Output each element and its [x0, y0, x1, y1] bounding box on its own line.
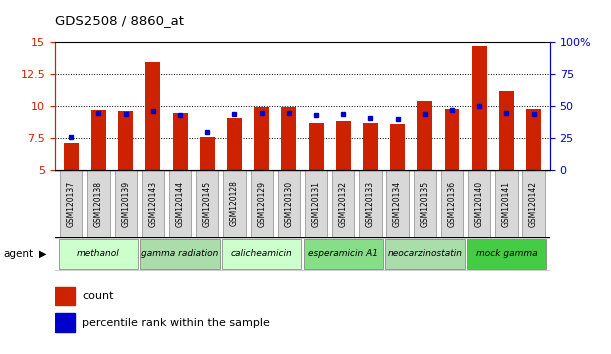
Text: GSM120145: GSM120145: [203, 181, 212, 227]
Text: GSM120139: GSM120139: [121, 181, 130, 227]
Text: ▶: ▶: [38, 249, 46, 259]
Bar: [91, 110, 106, 170]
Bar: [472, 46, 487, 170]
Text: GSM120137: GSM120137: [67, 181, 76, 227]
Bar: [385, 239, 464, 269]
Bar: [499, 91, 514, 170]
Text: GSM120141: GSM120141: [502, 181, 511, 227]
Bar: [169, 170, 191, 237]
Text: GSM120128: GSM120128: [230, 181, 239, 227]
Bar: [336, 121, 351, 170]
Bar: [414, 170, 436, 237]
Bar: [200, 137, 214, 170]
Text: GSM120140: GSM120140: [475, 181, 484, 227]
Bar: [417, 101, 433, 170]
Bar: [496, 170, 518, 237]
Text: GSM120135: GSM120135: [420, 181, 430, 227]
Bar: [441, 170, 463, 237]
Text: GSM120136: GSM120136: [447, 181, 456, 227]
Bar: [309, 123, 323, 170]
Bar: [390, 124, 405, 170]
Bar: [196, 170, 218, 237]
Bar: [55, 313, 75, 332]
Bar: [305, 170, 327, 237]
Bar: [467, 239, 546, 269]
Bar: [387, 170, 409, 237]
Text: GSM120130: GSM120130: [284, 181, 293, 227]
Bar: [332, 170, 354, 237]
Bar: [251, 170, 273, 237]
Text: GSM120132: GSM120132: [338, 181, 348, 227]
Bar: [526, 109, 541, 170]
Bar: [145, 62, 160, 170]
Bar: [227, 118, 242, 170]
Text: calicheamicin: calicheamicin: [231, 250, 293, 258]
Text: GSM120143: GSM120143: [148, 181, 158, 227]
Bar: [60, 170, 82, 237]
Text: neocarzinostatin: neocarzinostatin: [387, 250, 463, 258]
Text: GSM120144: GSM120144: [175, 181, 185, 227]
Text: methanol: methanol: [77, 250, 120, 258]
Text: GSM120138: GSM120138: [94, 181, 103, 227]
Bar: [445, 109, 459, 170]
Bar: [282, 108, 296, 170]
Bar: [87, 170, 109, 237]
Text: agent: agent: [3, 249, 33, 259]
Bar: [114, 170, 137, 237]
Text: gamma radiation: gamma radiation: [141, 250, 219, 258]
Bar: [277, 170, 300, 237]
Bar: [304, 239, 383, 269]
Bar: [223, 170, 246, 237]
Bar: [222, 239, 301, 269]
Text: percentile rank within the sample: percentile rank within the sample: [82, 318, 270, 328]
Bar: [254, 108, 269, 170]
Text: GSM120131: GSM120131: [312, 181, 321, 227]
Text: GDS2508 / 8860_at: GDS2508 / 8860_at: [55, 14, 184, 27]
Text: mock gamma: mock gamma: [475, 250, 537, 258]
Text: GSM120129: GSM120129: [257, 181, 266, 227]
Bar: [359, 170, 382, 237]
Bar: [142, 170, 164, 237]
Bar: [468, 170, 491, 237]
Bar: [64, 143, 79, 170]
Text: count: count: [82, 291, 114, 301]
Text: GSM120133: GSM120133: [366, 181, 375, 227]
Bar: [141, 239, 220, 269]
Bar: [118, 111, 133, 170]
Bar: [522, 170, 545, 237]
Bar: [59, 239, 138, 269]
Text: GSM120134: GSM120134: [393, 181, 402, 227]
Bar: [363, 123, 378, 170]
Text: GSM120142: GSM120142: [529, 181, 538, 227]
Text: esperamicin A1: esperamicin A1: [308, 250, 378, 258]
Bar: [172, 113, 188, 170]
Bar: [55, 287, 75, 305]
